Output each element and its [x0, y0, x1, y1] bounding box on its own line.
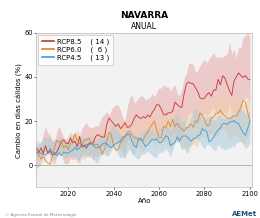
Text: ANUAL: ANUAL — [131, 22, 157, 31]
Text: AEMet: AEMet — [232, 211, 257, 217]
Text: © Agencia Estatal de Meteorología: © Agencia Estatal de Meteorología — [5, 213, 77, 217]
X-axis label: Año: Año — [138, 198, 151, 204]
Text: NAVARRA: NAVARRA — [120, 11, 168, 20]
Y-axis label: Cambio en días cálidos (%): Cambio en días cálidos (%) — [16, 63, 23, 158]
Legend: RCP8.5    ( 14 ), RCP6.0    (  6 ), RCP4.5    ( 13 ): RCP8.5 ( 14 ), RCP6.0 ( 6 ), RCP4.5 ( 13… — [38, 35, 113, 65]
